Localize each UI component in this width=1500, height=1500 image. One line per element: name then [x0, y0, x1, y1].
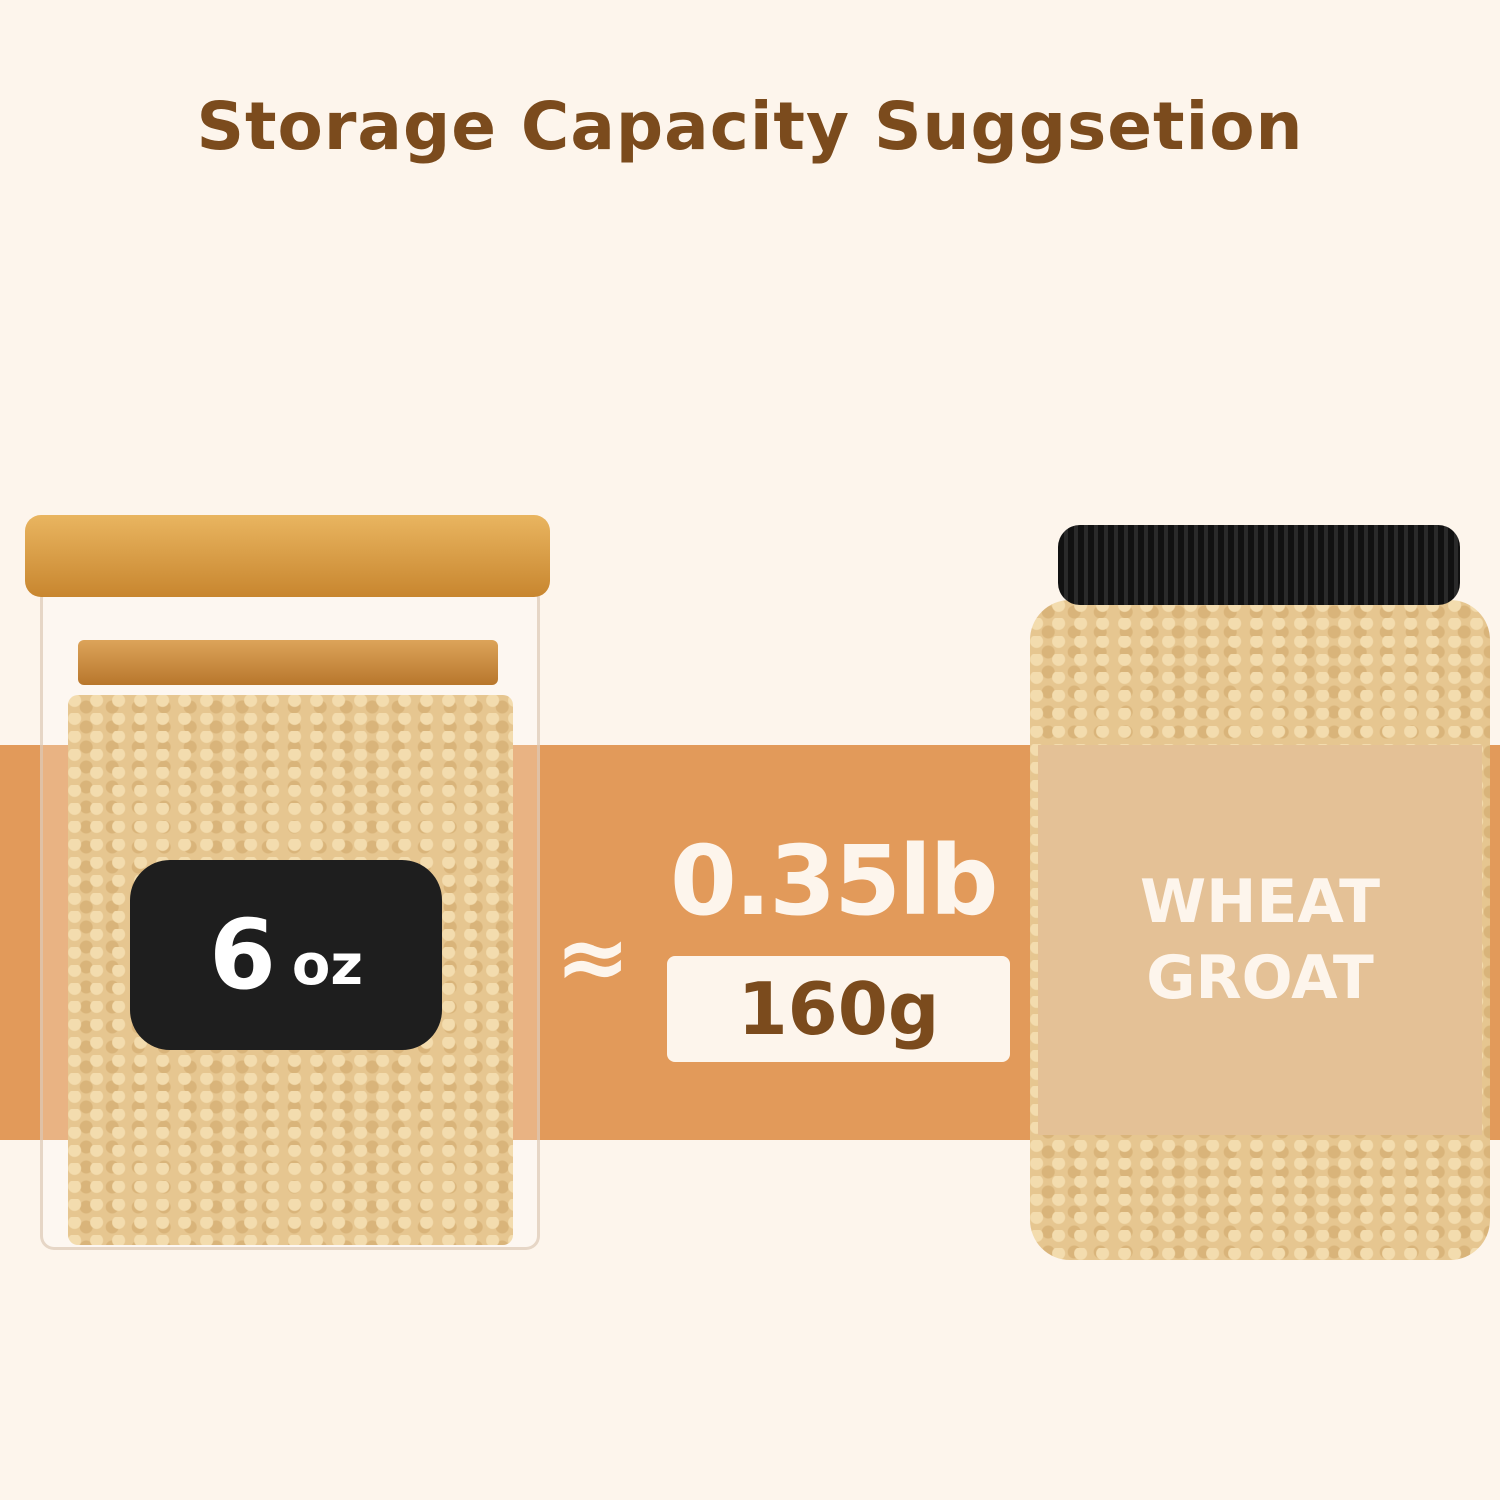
bamboo-lid: [25, 515, 550, 597]
product-label: WHEAT GROAT: [1038, 745, 1482, 1135]
black-cap: [1058, 525, 1460, 605]
approx-symbol: ≈: [555, 905, 631, 1010]
product-label-line1: WHEAT: [1139, 867, 1381, 937]
weight-pounds: 0.35lb: [670, 825, 998, 937]
lid-plug: [78, 640, 498, 685]
chalkboard-label: 6 oz: [130, 860, 442, 1050]
capacity-unit: oz: [291, 932, 363, 998]
page-title: Storage Capacity Suggsetion: [196, 88, 1304, 165]
capacity-number: 6: [209, 899, 276, 1011]
product-label-line2: GROAT: [1146, 943, 1374, 1013]
weight-grams: 160g: [667, 956, 1010, 1062]
